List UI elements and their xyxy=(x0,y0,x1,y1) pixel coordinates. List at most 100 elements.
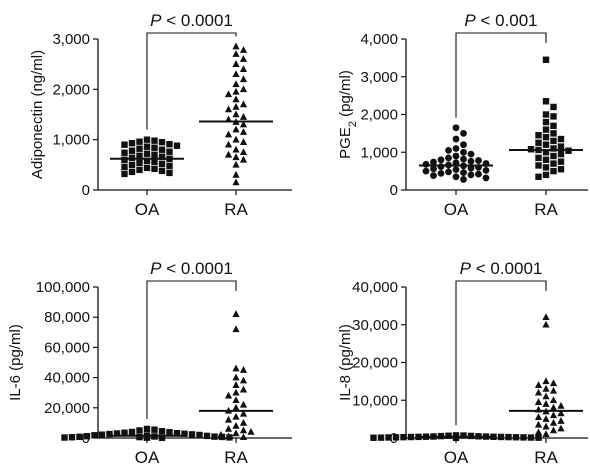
y-tick-label: 80,000 xyxy=(44,309,90,326)
data-point-oa xyxy=(121,141,128,148)
data-point-oa xyxy=(91,432,98,439)
data-point-oa xyxy=(475,170,482,178)
data-point-ra xyxy=(232,145,240,153)
data-point-ra xyxy=(239,400,248,408)
data-point-ra xyxy=(550,160,557,167)
y-tick-label: 10,000 xyxy=(352,392,398,409)
data-point-oa xyxy=(143,434,151,441)
data-point-oa xyxy=(143,143,151,150)
data-point-oa xyxy=(415,433,422,441)
data-point-ra xyxy=(239,75,248,83)
p-value-symbol: P xyxy=(150,11,162,30)
data-point-oa xyxy=(196,431,203,439)
data-point-ra xyxy=(232,403,240,411)
data-point-oa xyxy=(158,153,166,160)
data-point-ra xyxy=(542,384,550,392)
data-point-oa xyxy=(452,145,460,152)
data-point-oa xyxy=(527,434,535,441)
data-point-ra xyxy=(232,412,240,420)
x-category-label: OA xyxy=(135,448,160,467)
data-point-oa xyxy=(106,430,113,438)
data-point-oa xyxy=(128,161,136,169)
data-point-oa xyxy=(76,433,83,440)
data-point-oa xyxy=(535,434,542,441)
data-point-ra xyxy=(549,379,558,387)
data-point-ra xyxy=(534,420,543,428)
data-point-oa xyxy=(392,434,400,441)
data-point-ra xyxy=(549,386,558,394)
data-point-ra xyxy=(550,145,557,152)
data-point-ra xyxy=(239,148,248,156)
data-point-ra xyxy=(542,118,550,126)
data-point-oa xyxy=(430,165,437,173)
data-point-oa xyxy=(400,433,407,441)
data-point-ra xyxy=(557,417,565,424)
data-point-ra xyxy=(224,150,233,158)
p-value-label: P < 0.0001 xyxy=(460,259,543,278)
data-point-ra xyxy=(549,426,558,434)
data-point-oa xyxy=(482,174,490,182)
data-point-oa xyxy=(121,429,128,436)
data-point-oa xyxy=(113,430,121,437)
data-point-ra xyxy=(542,56,550,63)
data-point-ra xyxy=(232,125,240,133)
data-point-ra xyxy=(535,173,542,180)
data-point-ra xyxy=(232,160,240,168)
data-point-oa xyxy=(128,154,136,161)
data-point-ra xyxy=(232,42,240,50)
data-point-oa xyxy=(422,167,430,175)
data-point-ra xyxy=(232,170,240,178)
y-tick-label: 4,000 xyxy=(360,31,398,48)
data-point-ra xyxy=(549,403,558,411)
x-category-label: OA xyxy=(444,448,469,467)
y-tick-label: 60,000 xyxy=(44,339,90,356)
data-point-oa xyxy=(181,430,188,437)
data-point-oa xyxy=(143,164,151,172)
data-point-ra xyxy=(224,105,233,113)
data-point-oa xyxy=(445,168,452,176)
data-point-ra xyxy=(542,149,550,156)
y-axis-title: IL-6 (pg/ml) xyxy=(7,324,24,401)
data-point-oa xyxy=(452,135,460,143)
y-axis-title: IL-8 (pg/ml) xyxy=(337,324,354,401)
data-point-oa xyxy=(136,152,143,159)
data-point-ra xyxy=(542,98,550,105)
data-point-oa xyxy=(158,138,166,146)
x-category-label: RA xyxy=(534,448,558,467)
data-point-oa xyxy=(437,163,445,170)
data-point-oa xyxy=(128,168,136,176)
data-point-oa xyxy=(460,148,467,156)
data-point-ra xyxy=(224,391,233,399)
data-point-oa xyxy=(377,434,385,441)
y-tick-label: 1,000 xyxy=(360,144,398,161)
data-point-ra xyxy=(535,154,542,162)
data-point-oa xyxy=(445,146,452,154)
data-point-ra xyxy=(224,432,233,440)
data-point-oa xyxy=(460,176,467,183)
significance-bracket xyxy=(455,32,547,118)
data-point-ra xyxy=(557,158,565,165)
p-value-threshold: < 0.0001 xyxy=(161,259,232,278)
data-point-ra xyxy=(535,139,542,147)
data-point-ra xyxy=(232,110,240,118)
data-point-ra xyxy=(239,128,248,135)
data-point-oa xyxy=(460,141,467,149)
data-point-oa xyxy=(467,150,475,158)
data-point-ra xyxy=(542,141,550,148)
data-point-ra xyxy=(550,122,557,130)
y-tick-label: 20,000 xyxy=(352,355,398,372)
data-point-ra xyxy=(542,430,550,438)
significance-bracket xyxy=(146,280,237,419)
data-point-ra xyxy=(232,153,240,161)
x-category-label: OA xyxy=(444,200,469,219)
data-point-ra xyxy=(239,46,248,53)
data-point-oa xyxy=(136,166,143,174)
data-point-oa xyxy=(98,431,106,438)
data-point-oa xyxy=(121,156,128,163)
data-point-oa xyxy=(520,434,527,441)
x-category-label: RA xyxy=(224,200,248,219)
data-point-oa xyxy=(128,428,136,436)
data-point-ra xyxy=(557,135,565,143)
data-point-ra xyxy=(239,155,248,163)
